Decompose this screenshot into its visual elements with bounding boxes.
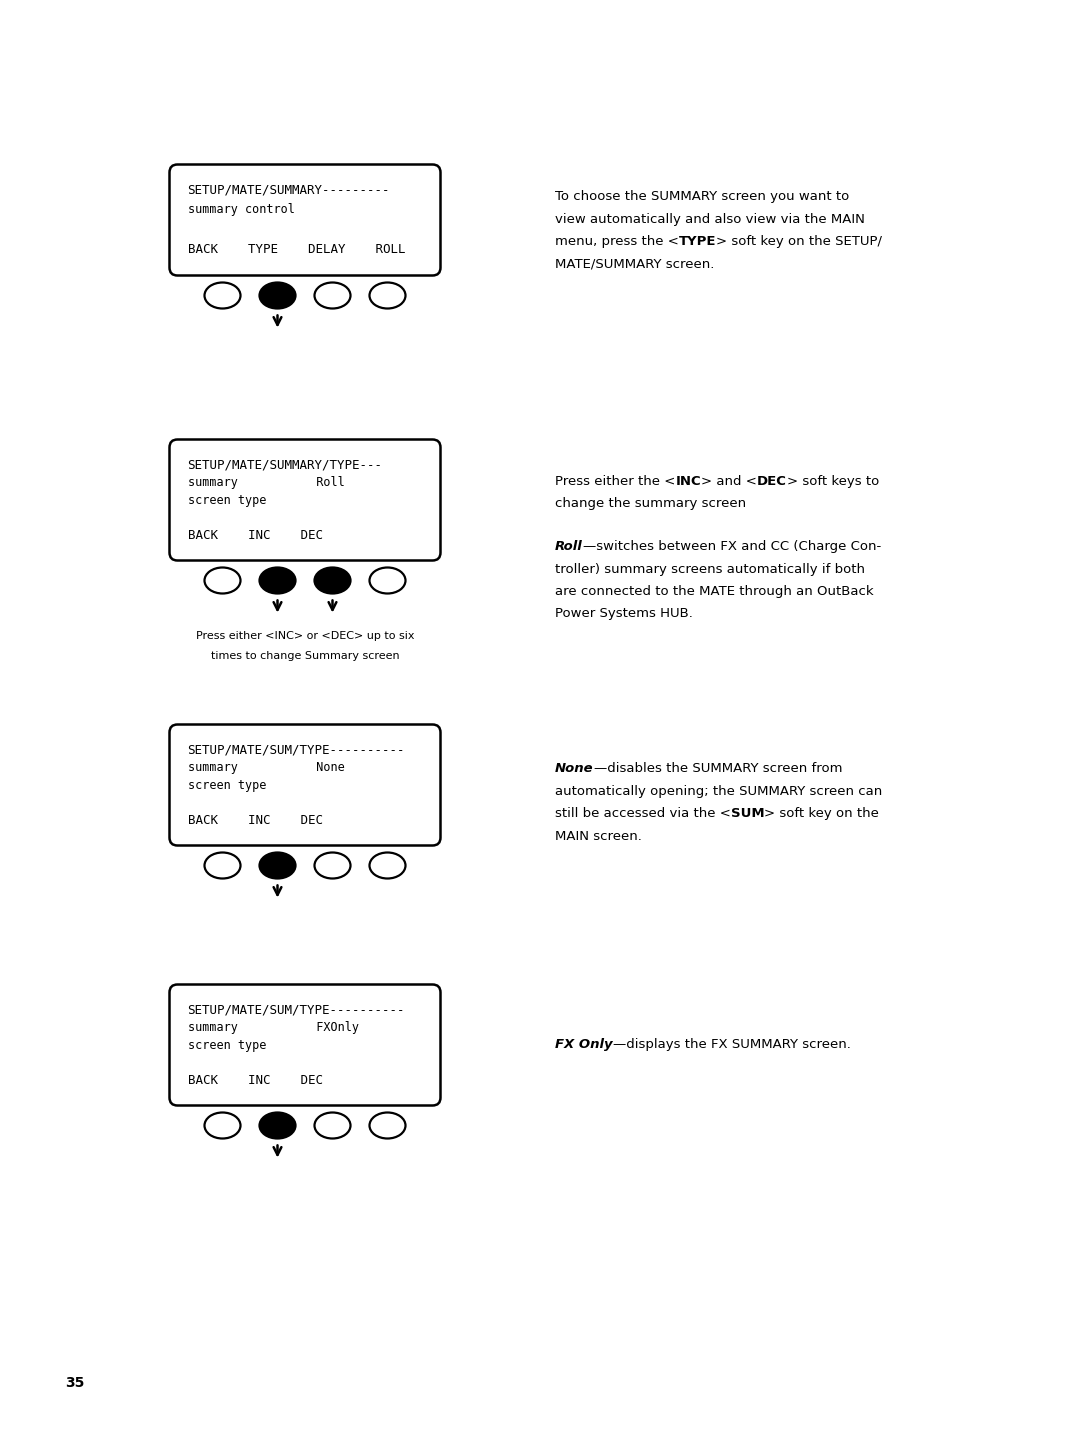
Text: None: None <box>555 762 594 775</box>
Text: view automatically and also view via the MAIN: view automatically and also view via the… <box>555 213 865 226</box>
Text: menu, press the <: menu, press the < <box>555 235 679 248</box>
Text: summary           FXOnly: summary FXOnly <box>188 1021 359 1034</box>
Ellipse shape <box>259 567 296 593</box>
Text: summary control: summary control <box>188 203 295 216</box>
Ellipse shape <box>204 852 241 878</box>
Text: SUM: SUM <box>731 806 765 819</box>
Text: 35: 35 <box>65 1377 84 1390</box>
Text: BACK    TYPE    DELAY    ROLL: BACK TYPE DELAY ROLL <box>188 243 405 256</box>
Text: > soft keys to: > soft keys to <box>786 475 879 488</box>
Text: SETUP/MATE/SUM/TYPE----------: SETUP/MATE/SUM/TYPE---------- <box>188 1004 405 1017</box>
Text: are connected to the MATE through an OutBack: are connected to the MATE through an Out… <box>555 585 874 598</box>
FancyBboxPatch shape <box>170 724 441 845</box>
Text: BACK    INC    DEC: BACK INC DEC <box>188 1074 323 1087</box>
Text: summary           Roll: summary Roll <box>188 477 345 490</box>
Ellipse shape <box>259 282 296 308</box>
Ellipse shape <box>204 1113 241 1139</box>
Ellipse shape <box>259 852 296 878</box>
Text: To choose the SUMMARY screen you want to: To choose the SUMMARY screen you want to <box>555 190 849 203</box>
Text: SETUP/MATE/SUM/TYPE----------: SETUP/MATE/SUM/TYPE---------- <box>188 743 405 756</box>
Text: screen type: screen type <box>188 1038 266 1051</box>
Ellipse shape <box>369 1113 405 1139</box>
Text: screen type: screen type <box>188 494 266 507</box>
Text: Power Systems HUB.: Power Systems HUB. <box>555 608 693 621</box>
Ellipse shape <box>314 567 351 593</box>
Text: Roll: Roll <box>555 540 583 553</box>
Text: > soft key on the: > soft key on the <box>765 806 879 819</box>
Text: still be accessed via the <: still be accessed via the < <box>555 806 731 819</box>
Text: FX Only: FX Only <box>555 1038 612 1051</box>
Text: Press either <INC> or <DEC> up to six: Press either <INC> or <DEC> up to six <box>195 631 415 641</box>
Text: —disables the SUMMARY screen from: —disables the SUMMARY screen from <box>594 762 842 775</box>
Text: troller) summary screens automatically if both: troller) summary screens automatically i… <box>555 563 865 576</box>
Text: > soft key on the SETUP/: > soft key on the SETUP/ <box>716 235 882 248</box>
Text: BACK    INC    DEC: BACK INC DEC <box>188 530 323 543</box>
Text: —switches between FX and CC (Charge Con-: —switches between FX and CC (Charge Con- <box>583 540 881 553</box>
Text: summary           None: summary None <box>188 760 345 773</box>
Ellipse shape <box>314 282 351 308</box>
Text: BACK    INC    DEC: BACK INC DEC <box>188 815 323 828</box>
FancyBboxPatch shape <box>170 439 441 560</box>
Text: SETUP/MATE/SUMMARY---------: SETUP/MATE/SUMMARY--------- <box>188 183 390 196</box>
Text: TYPE: TYPE <box>679 235 716 248</box>
Ellipse shape <box>259 1113 296 1139</box>
Ellipse shape <box>314 852 351 878</box>
Ellipse shape <box>369 852 405 878</box>
Text: screen type: screen type <box>188 779 266 792</box>
Ellipse shape <box>369 282 405 308</box>
Text: > and <: > and < <box>701 475 757 488</box>
Text: SETUP/MATE/SUMMARY/TYPE---: SETUP/MATE/SUMMARY/TYPE--- <box>188 458 382 471</box>
Text: MATE/SUMMARY screen.: MATE/SUMMARY screen. <box>555 258 714 271</box>
Ellipse shape <box>204 282 241 308</box>
Text: automatically opening; the SUMMARY screen can: automatically opening; the SUMMARY scree… <box>555 785 882 798</box>
FancyBboxPatch shape <box>170 985 441 1106</box>
Text: MAIN screen.: MAIN screen. <box>555 829 642 842</box>
Ellipse shape <box>369 567 405 593</box>
Ellipse shape <box>314 1113 351 1139</box>
Ellipse shape <box>204 567 241 593</box>
Text: times to change Summary screen: times to change Summary screen <box>211 651 400 661</box>
Text: change the summary screen: change the summary screen <box>555 497 746 511</box>
Text: Press either the <: Press either the < <box>555 475 675 488</box>
Text: —displays the FX SUMMARY screen.: —displays the FX SUMMARY screen. <box>612 1038 851 1051</box>
Text: DEC: DEC <box>757 475 786 488</box>
Text: INC: INC <box>675 475 701 488</box>
FancyBboxPatch shape <box>170 164 441 275</box>
